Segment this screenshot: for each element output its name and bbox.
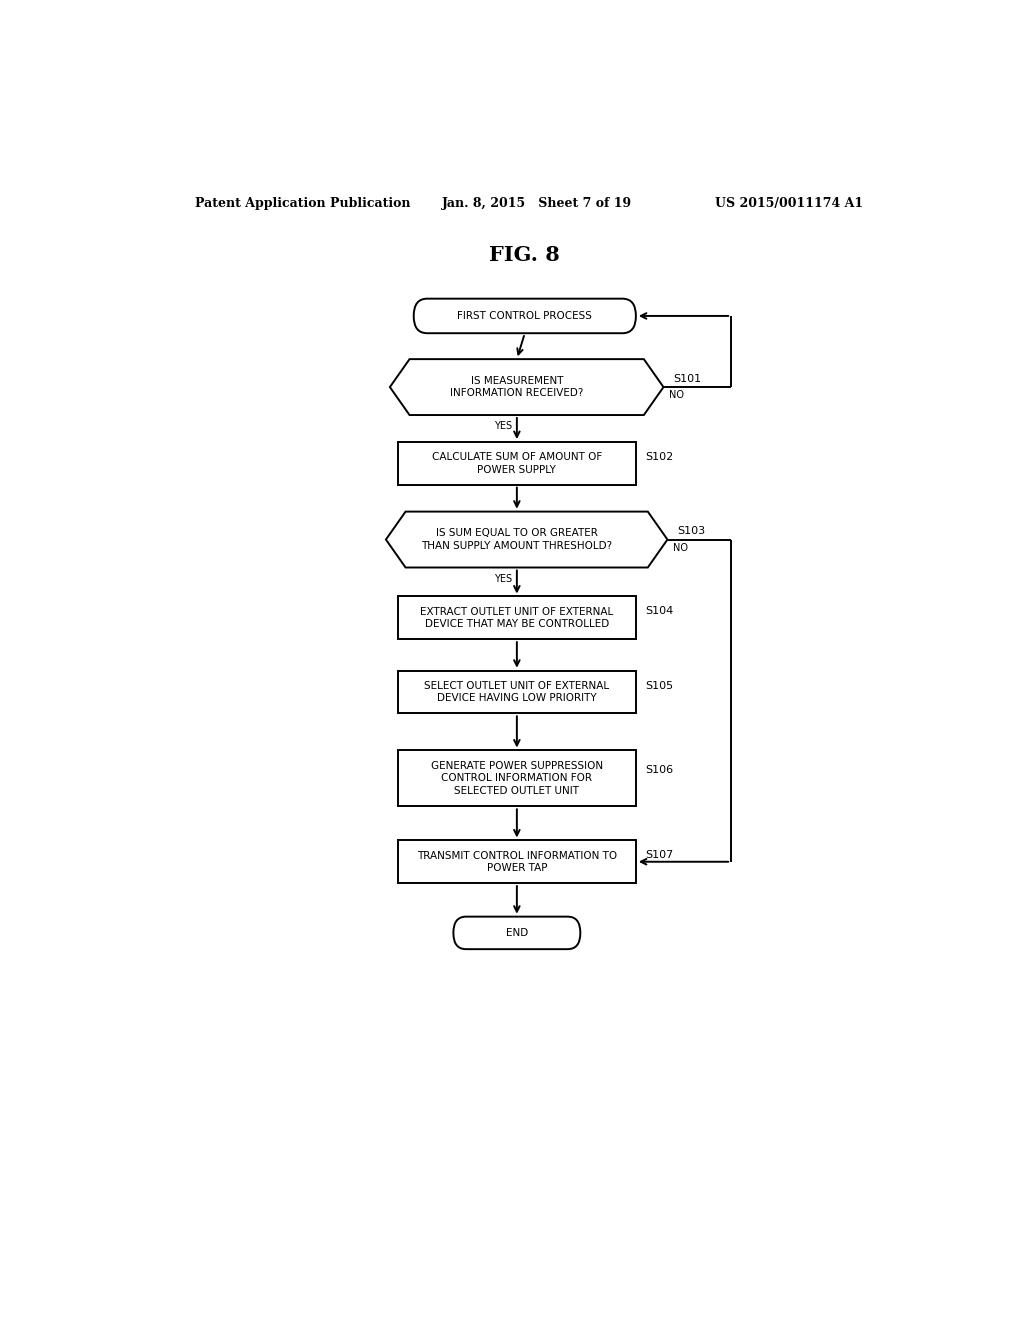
Text: S104: S104 bbox=[645, 606, 674, 616]
Text: IS MEASUREMENT
INFORMATION RECEIVED?: IS MEASUREMENT INFORMATION RECEIVED? bbox=[451, 376, 584, 399]
Text: GENERATE POWER SUPPRESSION
CONTROL INFORMATION FOR
SELECTED OUTLET UNIT: GENERATE POWER SUPPRESSION CONTROL INFOR… bbox=[431, 762, 603, 796]
FancyBboxPatch shape bbox=[454, 916, 581, 949]
Text: FIRST CONTROL PROCESS: FIRST CONTROL PROCESS bbox=[458, 312, 592, 321]
Text: S106: S106 bbox=[645, 766, 674, 775]
Text: TRANSMIT CONTROL INFORMATION TO
POWER TAP: TRANSMIT CONTROL INFORMATION TO POWER TA… bbox=[417, 850, 616, 873]
Text: S107: S107 bbox=[645, 850, 674, 861]
Polygon shape bbox=[386, 512, 668, 568]
Text: S105: S105 bbox=[645, 681, 674, 690]
FancyBboxPatch shape bbox=[397, 751, 636, 807]
Text: Patent Application Publication: Patent Application Publication bbox=[196, 197, 411, 210]
FancyBboxPatch shape bbox=[397, 442, 636, 484]
Text: SELECT OUTLET UNIT OF EXTERNAL
DEVICE HAVING LOW PRIORITY: SELECT OUTLET UNIT OF EXTERNAL DEVICE HA… bbox=[424, 681, 609, 704]
Text: YES: YES bbox=[494, 421, 512, 432]
Text: S101: S101 bbox=[673, 374, 701, 384]
Text: EXTRACT OUTLET UNIT OF EXTERNAL
DEVICE THAT MAY BE CONTROLLED: EXTRACT OUTLET UNIT OF EXTERNAL DEVICE T… bbox=[420, 607, 613, 630]
Text: NO: NO bbox=[669, 391, 684, 400]
Text: CALCULATE SUM OF AMOUNT OF
POWER SUPPLY: CALCULATE SUM OF AMOUNT OF POWER SUPPLY bbox=[432, 453, 602, 474]
Text: YES: YES bbox=[494, 574, 512, 583]
Text: US 2015/0011174 A1: US 2015/0011174 A1 bbox=[715, 197, 863, 210]
Text: S103: S103 bbox=[677, 527, 706, 536]
FancyBboxPatch shape bbox=[397, 841, 636, 883]
Text: S102: S102 bbox=[645, 451, 674, 462]
FancyBboxPatch shape bbox=[414, 298, 636, 333]
Text: END: END bbox=[506, 928, 528, 939]
Text: FIG. 8: FIG. 8 bbox=[489, 246, 560, 265]
Polygon shape bbox=[390, 359, 664, 414]
Text: Jan. 8, 2015   Sheet 7 of 19: Jan. 8, 2015 Sheet 7 of 19 bbox=[441, 197, 632, 210]
Text: NO: NO bbox=[673, 543, 688, 553]
FancyBboxPatch shape bbox=[397, 671, 636, 713]
FancyBboxPatch shape bbox=[397, 597, 636, 639]
Text: IS SUM EQUAL TO OR GREATER
THAN SUPPLY AMOUNT THRESHOLD?: IS SUM EQUAL TO OR GREATER THAN SUPPLY A… bbox=[421, 528, 612, 550]
